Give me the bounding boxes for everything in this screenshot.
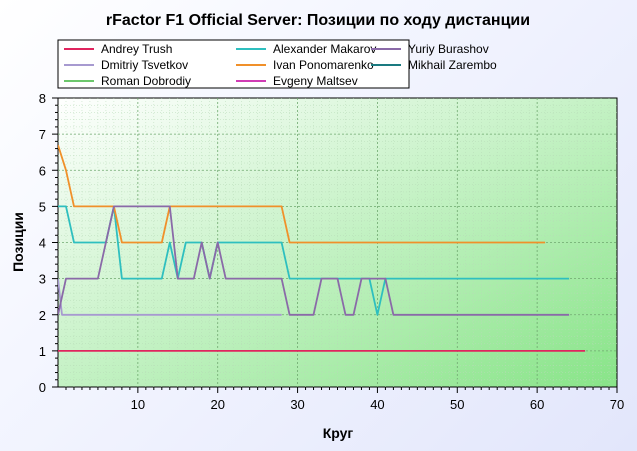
series-line	[58, 278, 282, 316]
legend-label: Andrey Trush	[101, 42, 172, 56]
y-tick-label: 8	[39, 91, 46, 106]
series-line	[58, 205, 570, 316]
x-axis-title: Круг	[323, 425, 354, 441]
legend-label: Evgeny Maltsev	[273, 74, 358, 88]
legend-label: Roman Dobrodiy	[101, 74, 191, 88]
y-tick-label: 4	[39, 236, 46, 251]
y-tick-label: 0	[39, 380, 46, 395]
series-line	[58, 144, 546, 244]
chart-title: rFactor F1 Official Server: Позиции по х…	[106, 12, 530, 29]
y-axis-title: Позиции	[10, 212, 26, 272]
x-tick-label: 10	[131, 397, 145, 412]
axis-ticks: 10 20 30 40 50 60 70 0 1 2 3 4 5 6 7 8	[39, 91, 624, 412]
legend-label: Dmitriy Tsvetkov	[101, 58, 188, 72]
legend-box	[57, 39, 410, 89]
y-tick-label: 6	[39, 163, 46, 178]
x-tick-label: 60	[530, 397, 544, 412]
y-tick-label: 3	[39, 272, 46, 287]
series-lines	[58, 144, 586, 352]
legend-label: Alexander Makarov	[273, 42, 376, 56]
y-tick-label: 2	[39, 308, 46, 323]
x-tick-label: 40	[370, 397, 384, 412]
x-tick-label: 30	[290, 397, 304, 412]
legend-label: Yuriy Burashov	[408, 42, 489, 56]
x-tick-label: 70	[610, 397, 624, 412]
legend-label: Ivan Ponomarenko	[273, 58, 374, 72]
legend-label: Mikhail Zarembo	[408, 58, 497, 72]
y-tick-label: 5	[39, 199, 46, 214]
x-tick-label: 50	[450, 397, 464, 412]
legend: Andrey Trush Dmitriy Tsvetkov Roman Dobrod…	[57, 39, 497, 89]
y-tick-label: 1	[39, 344, 46, 359]
x-tick-label: 20	[210, 397, 224, 412]
y-tick-label: 7	[39, 127, 46, 142]
